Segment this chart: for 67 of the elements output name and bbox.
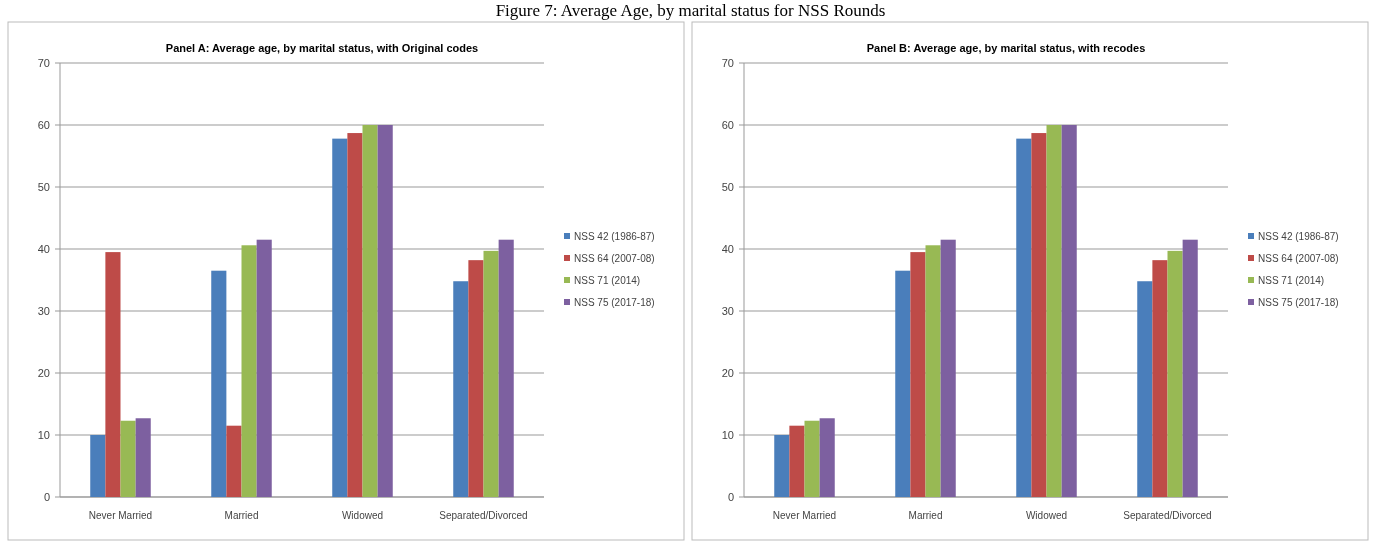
x-tick-label: Never Married <box>88 510 153 521</box>
y-tick-label: 10 <box>721 428 734 441</box>
bar <box>1061 125 1077 497</box>
bar <box>453 281 469 497</box>
bar <box>1016 138 1032 497</box>
bar <box>774 435 790 497</box>
x-tick-label: Widowed <box>341 510 384 521</box>
bar <box>925 245 941 497</box>
legend-label: NSS 64 (2007-08) <box>574 252 655 264</box>
bar <box>90 435 106 497</box>
y-tick-label: 30 <box>37 304 50 317</box>
y-tick-label: 60 <box>37 118 50 131</box>
bar <box>332 138 348 497</box>
legend-label: NSS 42 (1986-87) <box>574 230 655 242</box>
y-tick-label: 40 <box>721 242 734 255</box>
bar <box>1137 281 1153 497</box>
legend-label: NSS 71 (2014) <box>1258 274 1325 286</box>
chart-title: Panel A: Average age, by marital status, with Original codes <box>165 42 479 54</box>
y-tick-label: 20 <box>721 366 734 379</box>
bar <box>1046 125 1062 497</box>
x-tick-label: Never Married <box>772 510 837 521</box>
bar <box>211 270 227 497</box>
chart-title: Panel B: Average age, by marital status, with recodes <box>866 42 1146 54</box>
y-tick-label: 40 <box>37 242 50 255</box>
bar <box>819 418 835 497</box>
x-tick-label: Married <box>908 510 943 521</box>
bar <box>498 239 514 497</box>
bar <box>940 239 956 497</box>
y-tick-label: 50 <box>37 180 50 193</box>
bar <box>895 270 911 497</box>
y-tick-label: 60 <box>721 118 734 131</box>
legend-label: NSS 71 (2014) <box>574 274 641 286</box>
y-tick-label: 10 <box>37 428 50 441</box>
legend-label: NSS 75 (2017-18) <box>574 296 655 308</box>
legend-label: NSS 64 (2007-08) <box>1258 252 1339 264</box>
bar <box>135 418 151 497</box>
y-tick-label: 50 <box>721 180 734 193</box>
bar <box>226 425 242 497</box>
bar <box>1182 239 1198 497</box>
bar <box>1167 250 1183 497</box>
bar <box>256 239 272 497</box>
bar <box>483 250 499 497</box>
bar <box>1031 133 1047 497</box>
legend-label: NSS 42 (1986-87) <box>1258 230 1339 242</box>
bar <box>804 420 820 497</box>
x-tick-label: Separated/Divorced <box>1123 510 1212 521</box>
bar <box>120 420 136 497</box>
bar <box>1152 260 1168 497</box>
bar <box>910 252 926 497</box>
bar <box>362 125 378 497</box>
y-tick-label: 30 <box>721 304 734 317</box>
bar <box>789 425 805 497</box>
y-tick-label: 0 <box>43 490 50 503</box>
x-tick-label: Separated/Divorced <box>439 510 528 521</box>
x-tick-label: Married <box>224 510 259 521</box>
y-tick-label: 70 <box>721 56 734 69</box>
y-tick-label: 70 <box>37 56 50 69</box>
caption: Figure 7: Average Age, by marital status for NSS Rounds <box>495 1 886 20</box>
bar <box>377 125 393 497</box>
bar <box>468 260 484 497</box>
bar <box>105 252 121 497</box>
y-tick-label: 20 <box>37 366 50 379</box>
bar <box>347 133 363 497</box>
y-tick-label: 0 <box>727 490 734 503</box>
bar <box>241 245 257 497</box>
legend-label: NSS 75 (2017-18) <box>1258 296 1339 308</box>
x-tick-label: Widowed <box>1025 510 1068 521</box>
